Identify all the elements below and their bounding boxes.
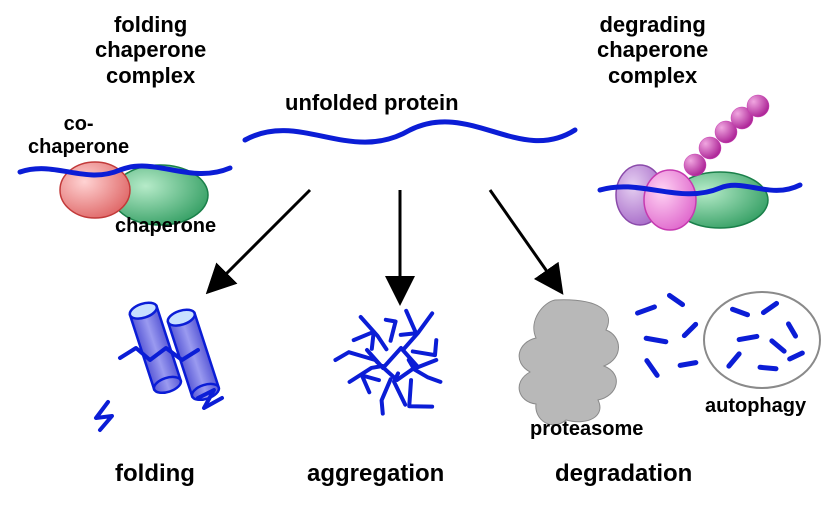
- label-co-chaperone: co- chaperone: [28, 113, 129, 159]
- label-unfolded-protein: unfolded protein: [285, 90, 459, 115]
- label-proteasome: proteasome: [530, 418, 643, 441]
- pathway-arrows: [210, 190, 560, 300]
- unfolded-protein-line: [245, 122, 575, 142]
- peptide-fragments: [638, 295, 696, 375]
- proteasome-icon: [519, 300, 618, 425]
- label-autophagy: autophagy: [705, 395, 806, 418]
- label-degradation: degradation: [555, 460, 692, 488]
- autophagy-icon: [704, 292, 820, 388]
- folded-protein-icon: [96, 300, 222, 430]
- aggregate-icon: [335, 311, 440, 414]
- label-aggregation: aggregation: [307, 460, 444, 488]
- degrading-chaperone-complex: [600, 95, 800, 230]
- label-chaperone: chaperone: [115, 215, 216, 238]
- label-degrading-complex: degrading chaperone complex: [597, 12, 708, 88]
- label-folding: folding: [115, 460, 195, 488]
- label-folding-complex: folding chaperone complex: [95, 12, 206, 88]
